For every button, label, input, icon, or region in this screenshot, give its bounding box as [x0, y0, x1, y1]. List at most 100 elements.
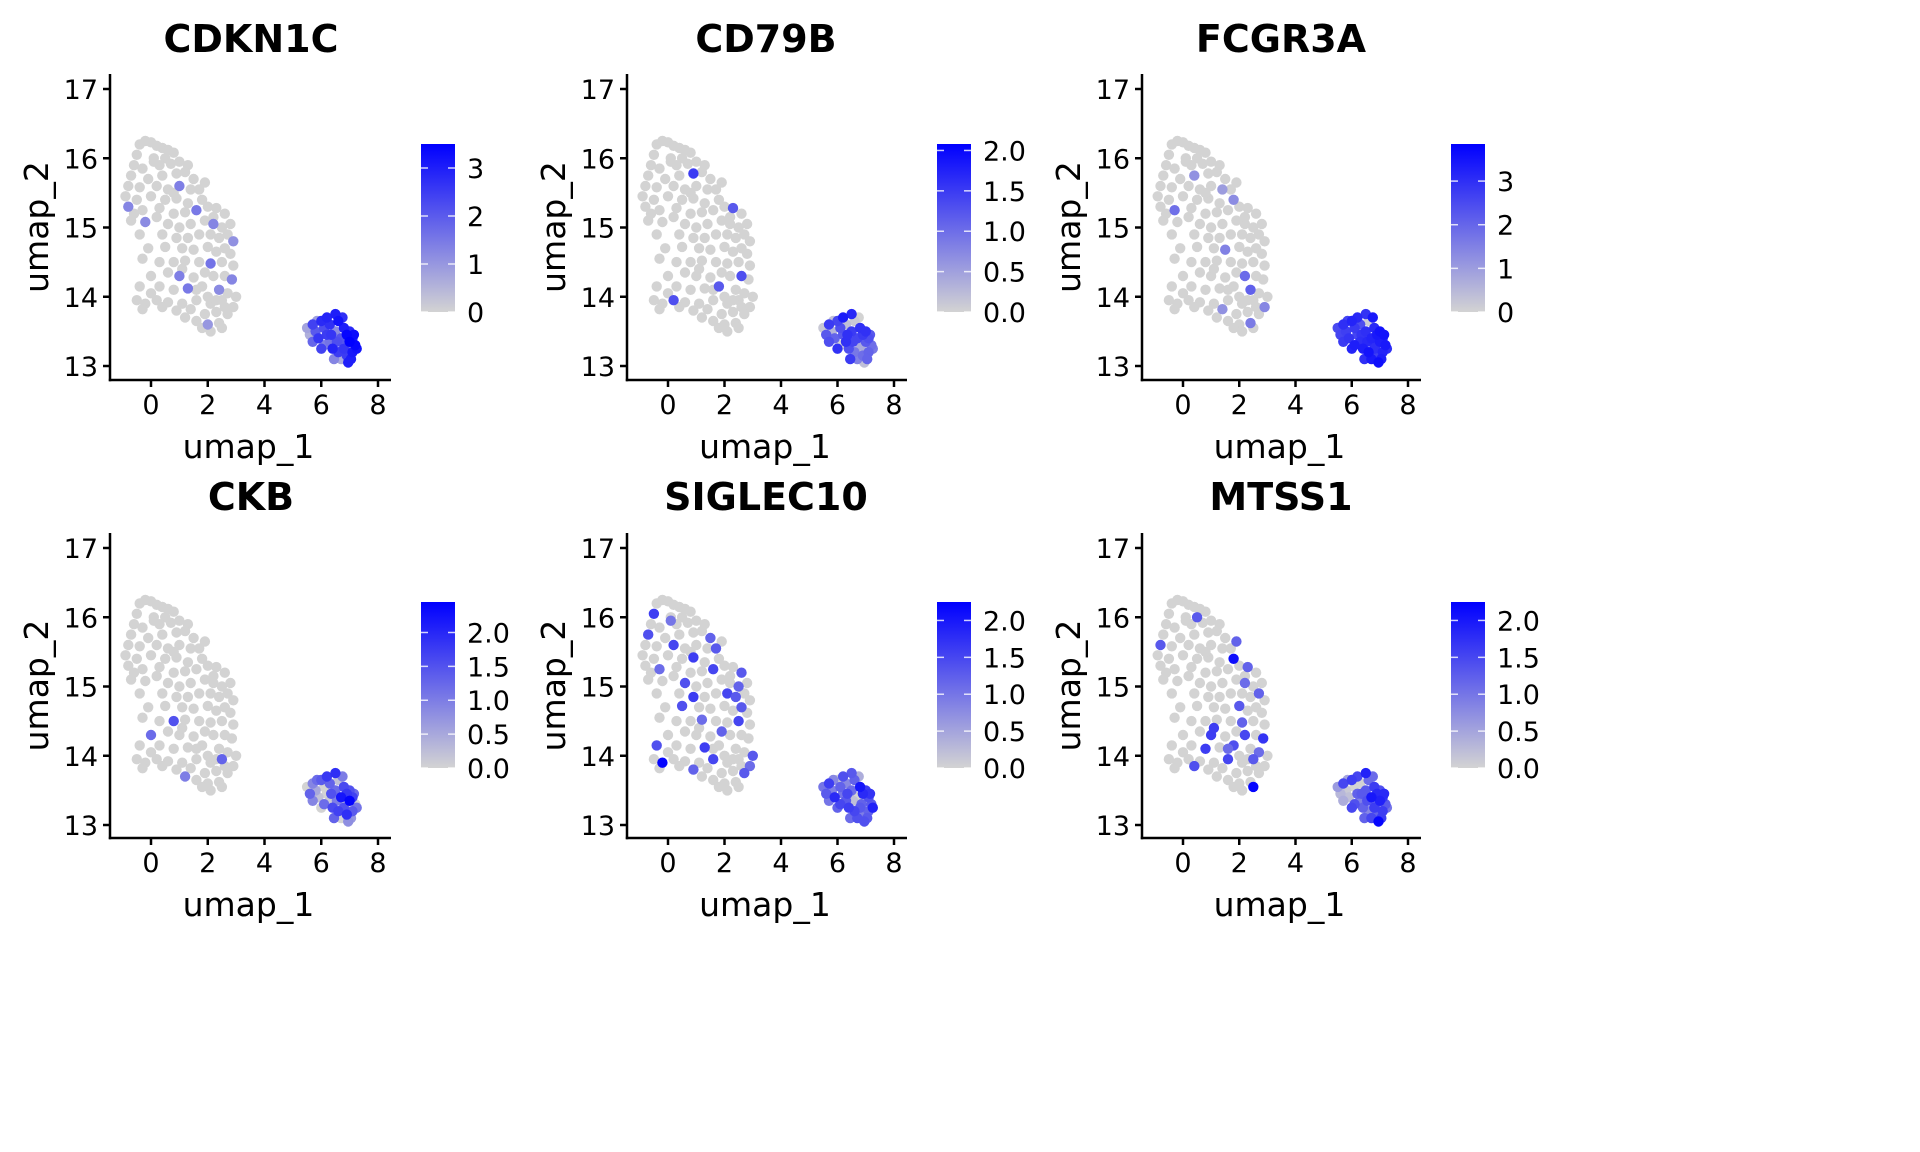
cell-point [216, 715, 228, 727]
cell-point [125, 629, 137, 640]
cell-point [168, 256, 179, 268]
y-axis-label: umap_2 [1049, 161, 1088, 293]
cell-point [1177, 270, 1189, 282]
cell-point [739, 747, 750, 758]
cell-point [708, 774, 719, 786]
cell-point [194, 688, 205, 699]
cell-point [228, 695, 239, 706]
cell-point [151, 180, 162, 192]
y-tick-label: 13 [1096, 352, 1130, 383]
cell-point [1380, 340, 1391, 351]
cell-point [1186, 661, 1197, 673]
cell-point [1373, 816, 1384, 827]
colorbar-tick-label: 0.5 [983, 717, 1026, 748]
cell-point [316, 343, 327, 354]
cell-point [335, 792, 347, 803]
y-tick-label: 15 [581, 673, 615, 704]
cell-point [174, 639, 185, 651]
cell-point [225, 707, 236, 718]
cell-point-expressed [716, 726, 727, 737]
cell-point [1186, 202, 1197, 214]
cell-point [194, 715, 205, 727]
cell-point-expressed [1245, 317, 1256, 329]
x-axis-label: umap_1 [1214, 885, 1346, 924]
cell-point [1356, 788, 1367, 799]
cell-point [120, 191, 131, 202]
cell-point [213, 232, 225, 244]
cell-point [165, 158, 177, 169]
cell-point-expressed [140, 216, 151, 228]
cell-point [654, 622, 665, 633]
cell-point-expressed [696, 714, 708, 725]
cell-point [1225, 688, 1237, 699]
cell-point [211, 306, 222, 318]
cell-point [162, 677, 174, 689]
cell-point [640, 660, 651, 671]
cell-point [668, 180, 679, 192]
cell-point [1177, 729, 1189, 741]
cell-point [1175, 173, 1186, 185]
scatter-points [637, 594, 878, 827]
cell-point-expressed [665, 615, 676, 626]
colorbar-tick-label: 1.0 [983, 680, 1026, 711]
cell-point [140, 675, 151, 687]
cell-point [199, 215, 211, 226]
cell-point [645, 619, 657, 630]
cell-point [705, 244, 716, 255]
cell-point-expressed [688, 691, 699, 703]
cell-point [143, 632, 154, 644]
cell-point [705, 173, 716, 185]
cell-point [1205, 639, 1217, 651]
cell-point [1258, 274, 1269, 285]
cell-point [313, 333, 324, 344]
cell-point [674, 229, 685, 240]
y-tick-label: 16 [581, 603, 615, 634]
cell-point [705, 272, 716, 283]
cell-point [145, 191, 157, 202]
y-tick-label: 13 [64, 811, 98, 842]
cell-point [691, 222, 702, 233]
cell-point [1166, 229, 1178, 240]
cell-point [1259, 695, 1270, 706]
cell-point [1360, 326, 1372, 337]
cell-point [1169, 712, 1180, 723]
cell-point [699, 657, 710, 668]
cell-point [179, 166, 191, 178]
cell-point [182, 691, 194, 703]
cell-point [154, 740, 165, 751]
cell-point [733, 256, 744, 268]
cell-point [727, 754, 739, 765]
cell-point-expressed [1242, 661, 1253, 673]
cell-point [1166, 641, 1178, 652]
cell-point [1191, 653, 1203, 664]
cell-point [143, 173, 154, 185]
cell-point [1200, 715, 1211, 727]
cell-point [676, 194, 688, 205]
scatter-points [1152, 135, 1393, 368]
cell-point-expressed [648, 608, 660, 619]
cell-point [205, 717, 216, 728]
cell-point [191, 284, 202, 295]
cell-point-expressed [179, 771, 191, 782]
cell-point [1200, 606, 1211, 617]
cell-point [137, 664, 148, 675]
y-tick-label: 15 [581, 214, 615, 245]
colorbar-legend: 0.0 0.5 1.0 1.5 2.0 [937, 136, 1026, 329]
cell-point [225, 218, 236, 230]
cell-point [154, 202, 165, 214]
cell-point [1205, 615, 1217, 626]
cell-point-expressed [1248, 781, 1259, 793]
scatter-points [120, 135, 362, 368]
cell-point [648, 194, 660, 205]
cell-point [230, 750, 242, 761]
cell-point [1189, 688, 1200, 699]
cell-point [157, 170, 168, 181]
cell-point [668, 670, 679, 682]
cell-point [665, 156, 676, 167]
cell-point [165, 617, 177, 628]
cell-point [134, 740, 145, 751]
cell-point [843, 802, 854, 813]
x-tick-label: 2 [716, 848, 733, 879]
cell-point [143, 243, 154, 254]
